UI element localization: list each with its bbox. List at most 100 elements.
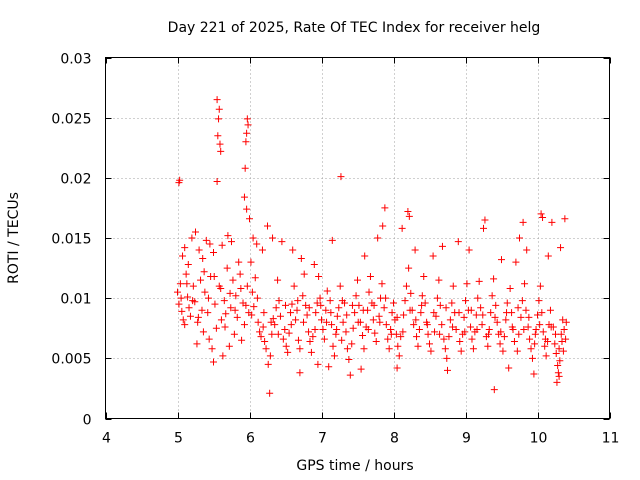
data-point [436, 301, 444, 309]
data-point [247, 258, 255, 266]
data-point [307, 348, 315, 356]
data-point [309, 333, 317, 341]
data-point [313, 299, 321, 307]
chart-title: Day 221 of 2025, Rate Of TEC Index for r… [168, 20, 541, 36]
data-point [435, 276, 443, 284]
data-point [282, 301, 289, 309]
data-point [228, 238, 235, 246]
data-point [513, 347, 521, 355]
data-point [224, 232, 232, 240]
data-point [354, 276, 361, 284]
data-point [243, 205, 251, 213]
data-point [303, 311, 311, 319]
data-point [184, 260, 192, 268]
data-point [189, 282, 197, 290]
data-point [520, 325, 528, 333]
data-point [181, 321, 189, 329]
data-point [240, 193, 248, 201]
data-point [259, 323, 267, 331]
data-point [384, 335, 392, 343]
data-point [262, 345, 270, 353]
data-point [426, 340, 433, 348]
data-point [517, 313, 525, 321]
data-point [278, 238, 286, 246]
data-point [385, 345, 393, 353]
data-point [305, 304, 313, 312]
data-point [418, 301, 426, 309]
grid-lines [105, 57, 610, 419]
data-point [452, 325, 460, 333]
data-point [412, 316, 420, 324]
data-point [524, 323, 532, 331]
data-point [364, 325, 372, 333]
data-point [455, 309, 463, 317]
data-point [485, 325, 493, 333]
data-point [456, 337, 464, 345]
data-point [375, 312, 383, 320]
data-point [243, 282, 251, 290]
data-point [311, 325, 319, 333]
data-point [528, 354, 536, 362]
data-point [181, 244, 189, 252]
data-point [214, 132, 222, 140]
data-point [448, 299, 456, 307]
data-point [461, 328, 469, 336]
data-point [198, 306, 206, 314]
data-point [420, 273, 428, 281]
data-point [538, 309, 546, 317]
data-point [499, 347, 507, 355]
data-point [204, 309, 212, 317]
data-point [472, 311, 480, 319]
data-point [328, 321, 336, 329]
data-point [487, 309, 495, 317]
data-point [539, 328, 547, 336]
data-point [310, 260, 318, 268]
data-point [555, 345, 563, 353]
x-tick-label: 5 [174, 431, 183, 447]
data-point [479, 311, 487, 319]
data-point [254, 318, 262, 326]
x-tick-label: 4 [102, 431, 111, 447]
data-point [559, 316, 567, 324]
data-point [296, 369, 304, 377]
data-point [269, 234, 277, 242]
data-point [467, 323, 475, 331]
data-point [541, 342, 549, 350]
data-point [178, 307, 186, 315]
data-point [388, 309, 396, 317]
data-point [261, 337, 269, 345]
data-point [491, 313, 499, 321]
data-point [253, 294, 261, 302]
data-point [206, 240, 214, 248]
data-point [387, 325, 395, 333]
data-point [349, 324, 357, 332]
x-tick-label: 6 [246, 431, 255, 447]
data-point [404, 208, 412, 216]
y-tick-label: 0.025 [51, 112, 91, 128]
x-tick-label: 8 [390, 431, 399, 447]
data-point [475, 277, 483, 285]
data-point [537, 210, 545, 218]
x-tick-label: 11 [602, 431, 620, 447]
data-point [302, 301, 310, 309]
data-point [338, 336, 346, 344]
data-point [317, 301, 325, 309]
data-point [352, 292, 360, 300]
data-point [199, 328, 207, 336]
data-point [176, 280, 184, 288]
data-point [250, 303, 258, 311]
data-point [269, 315, 277, 323]
data-point [194, 313, 202, 321]
data-point [527, 345, 535, 353]
data-point [267, 318, 275, 326]
data-point [467, 306, 475, 314]
data-point [208, 345, 216, 353]
data-point [536, 282, 544, 290]
data-point [445, 333, 453, 341]
data-point [339, 318, 347, 326]
data-point [194, 318, 202, 326]
data-point [480, 224, 487, 232]
data-point [343, 345, 351, 353]
data-point [551, 340, 559, 348]
